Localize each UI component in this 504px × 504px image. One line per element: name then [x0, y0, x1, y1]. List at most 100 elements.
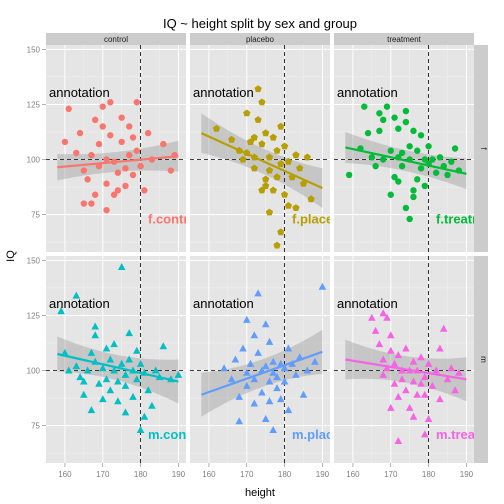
data-point: [262, 175, 270, 183]
data-point: [228, 135, 236, 143]
data-point: [409, 357, 418, 365]
data-point: [417, 132, 425, 139]
data-point: [421, 156, 429, 163]
data-point: [303, 366, 312, 374]
data-point: [368, 154, 376, 161]
data-point: [280, 377, 289, 385]
data-point: [114, 187, 122, 194]
x-tick-label: 180: [422, 470, 436, 479]
data-point: [126, 151, 133, 159]
data-point: [269, 368, 277, 376]
data-point: [80, 377, 88, 385]
data-point: [151, 366, 160, 374]
data-point: [299, 179, 308, 187]
data-point: [277, 395, 285, 403]
data-point: [284, 202, 292, 209]
data-point: [269, 186, 277, 194]
data-point: [375, 340, 384, 348]
data-point: [144, 129, 152, 137]
y-tick-label: 150: [27, 45, 41, 54]
data-point: [121, 370, 130, 378]
data-point: [296, 164, 304, 172]
data-point: [72, 362, 81, 370]
data-point: [99, 123, 106, 130]
data-point: [129, 134, 137, 141]
data-point: [436, 154, 444, 161]
data-point: [76, 373, 84, 381]
x-tick-label: 190: [316, 470, 330, 479]
group-label: f.placebo: [292, 211, 349, 226]
data-point: [398, 162, 406, 170]
strip-control: [46, 33, 186, 45]
panel-background: [190, 45, 330, 252]
data-point: [106, 386, 115, 394]
panel-annotation: annotation: [193, 296, 254, 311]
data-point: [133, 375, 141, 383]
x-tick-label: 160: [58, 470, 72, 479]
trend-line: [200, 350, 323, 396]
data-point: [391, 114, 398, 121]
data-point: [254, 348, 262, 356]
data-point: [379, 370, 387, 378]
data-point: [383, 103, 391, 110]
data-point: [114, 397, 122, 405]
data-point: [243, 109, 251, 117]
data-point: [387, 346, 395, 354]
data-point: [318, 282, 327, 290]
data-point: [394, 392, 403, 400]
data-point: [432, 366, 440, 374]
data-point: [425, 143, 432, 150]
x-tick-label: 180: [278, 470, 292, 479]
data-point: [269, 133, 277, 141]
data-point: [439, 324, 448, 332]
data-point: [133, 147, 141, 154]
data-point: [424, 415, 433, 422]
data-point: [307, 195, 315, 203]
data-point: [91, 116, 99, 124]
panel-m.control: annotation m.control: [46, 256, 186, 463]
data-point: [254, 85, 262, 93]
data-point: [258, 98, 266, 106]
data-point: [387, 147, 394, 154]
data-point: [110, 191, 118, 198]
data-point: [114, 377, 122, 385]
data-point: [87, 348, 96, 356]
data-point: [414, 176, 421, 183]
data-point: [235, 392, 243, 400]
data-point: [368, 313, 376, 321]
data-point: [250, 375, 259, 383]
data-point: [371, 326, 380, 334]
data-point: [117, 359, 126, 367]
data-point: [410, 193, 417, 201]
data-point: [129, 392, 137, 400]
data-point: [379, 116, 387, 124]
data-point: [429, 156, 436, 163]
data-point: [106, 355, 115, 363]
panel-background: [46, 256, 186, 463]
panel-f.treatment: annotation f.treatment: [334, 45, 474, 252]
data-point: [160, 140, 167, 148]
data-point: [398, 375, 406, 383]
data-point: [174, 370, 183, 378]
group-label: m.treatment: [436, 427, 504, 442]
data-point: [379, 309, 387, 317]
data-point: [243, 368, 251, 376]
data-point: [273, 146, 281, 154]
y-tick-label: 75: [31, 211, 40, 220]
data-point: [136, 426, 145, 433]
data-point: [409, 412, 418, 420]
data-point: [125, 355, 133, 363]
data-point: [379, 156, 387, 163]
data-point: [405, 403, 414, 411]
data-point: [103, 156, 110, 163]
data-point: [414, 147, 421, 154]
data-point: [239, 344, 247, 352]
data-point: [72, 291, 81, 299]
data-point: [269, 426, 277, 433]
panel-annotation: annotation: [49, 85, 110, 100]
data-point: [99, 103, 106, 110]
data-point: [243, 381, 251, 389]
strip-placebo: [190, 33, 330, 45]
data-point: [455, 368, 463, 376]
data-point: [118, 138, 125, 146]
